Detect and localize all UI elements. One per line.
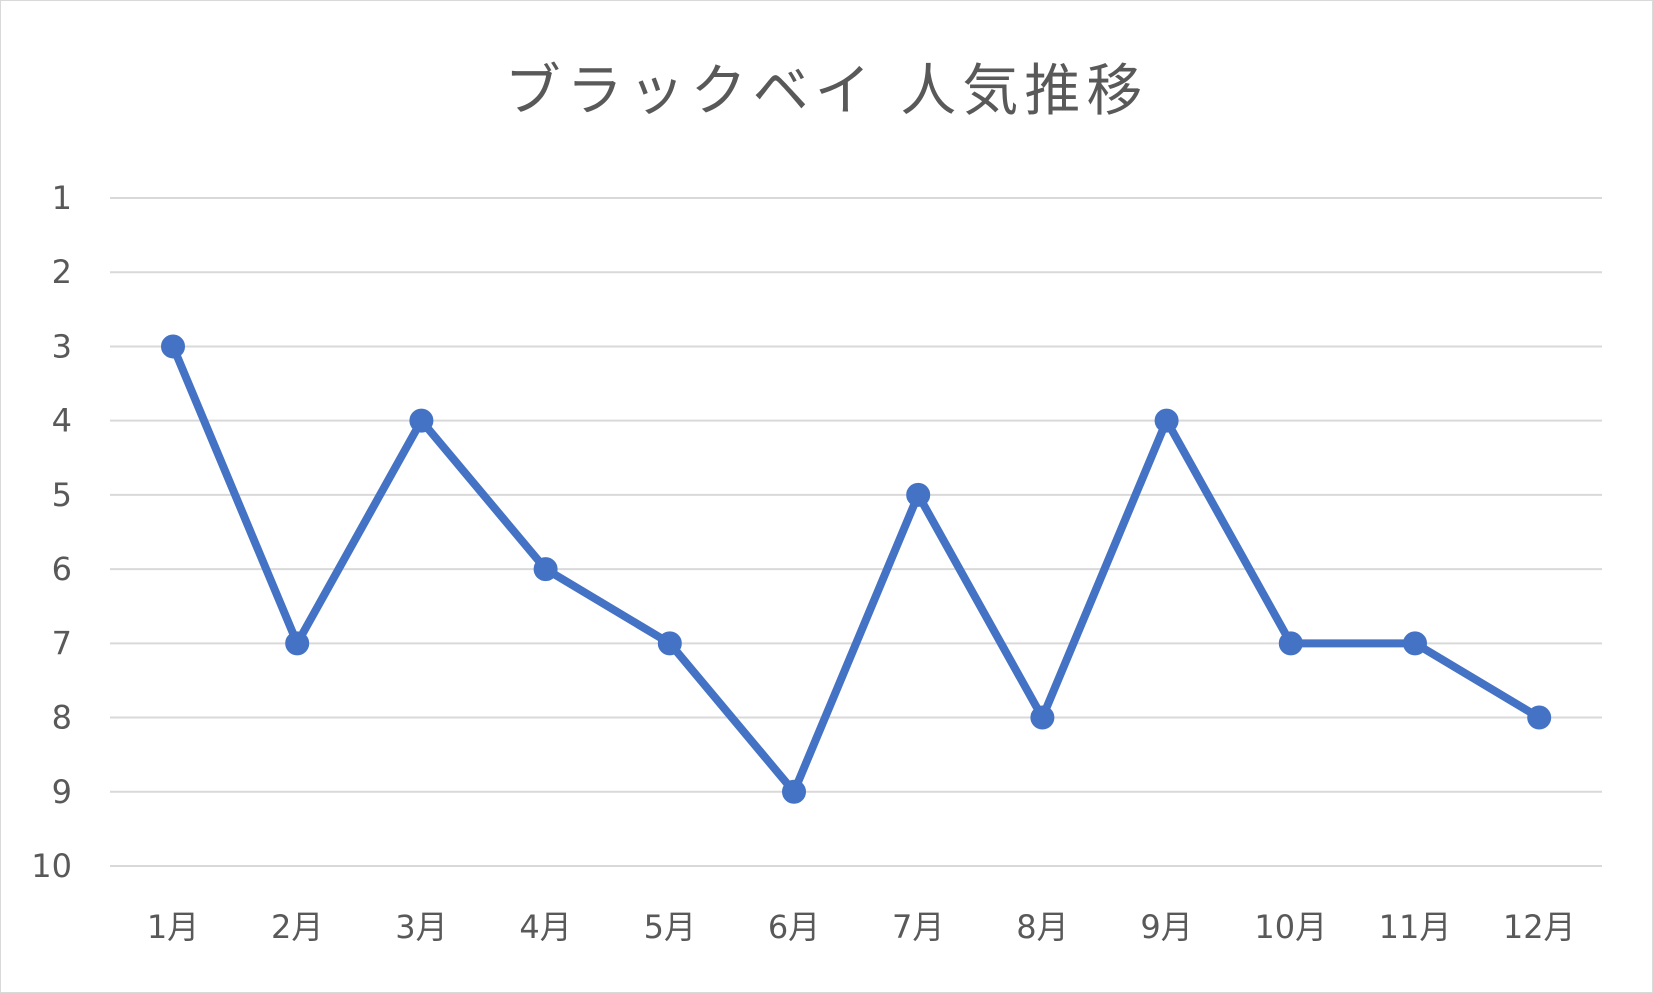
x-axis-tick-labels: 1月 2月 3月 4月 5月 6月 7月 8月 9月 10月 11月 12月: [147, 908, 1576, 946]
x-tick-label: 2月: [271, 908, 323, 946]
y-tick-label: 10: [31, 847, 72, 885]
chart-title: ブラックベイ 人気推移: [504, 59, 1149, 124]
gridlines: [110, 197, 1602, 867]
y-tick-label: 5: [52, 476, 72, 514]
y-tick-label: 6: [52, 550, 72, 588]
x-tick-label: 11月: [1379, 908, 1452, 946]
y-tick-label: 7: [52, 624, 72, 662]
data-point[interactable]: [1527, 705, 1552, 730]
series-group: [161, 334, 1552, 804]
data-point[interactable]: [285, 631, 310, 656]
x-tick-label: 8月: [1016, 908, 1068, 946]
data-point[interactable]: [533, 557, 558, 582]
x-tick-label: 9月: [1140, 908, 1192, 946]
x-tick-label: 5月: [644, 908, 696, 946]
x-tick-label: 10月: [1254, 908, 1327, 946]
data-point[interactable]: [782, 779, 806, 804]
y-tick-label: 3: [52, 327, 72, 365]
data-point[interactable]: [1030, 705, 1055, 730]
data-point[interactable]: [1154, 408, 1179, 433]
y-axis-tick-labels: 1 2 3 4 5 6 7 8 9 10: [31, 179, 72, 885]
x-tick-label: 1月: [147, 908, 199, 946]
data-point[interactable]: [1278, 631, 1303, 656]
data-point[interactable]: [1403, 631, 1427, 656]
x-tick-label: 4月: [519, 908, 571, 946]
data-point[interactable]: [409, 408, 434, 433]
y-tick-label: 4: [52, 402, 72, 440]
data-point[interactable]: [657, 631, 682, 656]
x-tick-label: 7月: [892, 908, 944, 946]
series-line: [169, 342, 1544, 796]
data-point[interactable]: [161, 334, 185, 359]
data-point[interactable]: [906, 482, 931, 507]
x-tick-label: 3月: [395, 908, 447, 946]
x-tick-label: 12月: [1503, 908, 1576, 946]
y-tick-label: 8: [52, 699, 72, 737]
y-tick-label: 9: [52, 773, 72, 811]
y-tick-label: 1: [52, 179, 72, 217]
x-tick-label: 6月: [768, 908, 820, 946]
y-tick-label: 2: [52, 253, 72, 291]
